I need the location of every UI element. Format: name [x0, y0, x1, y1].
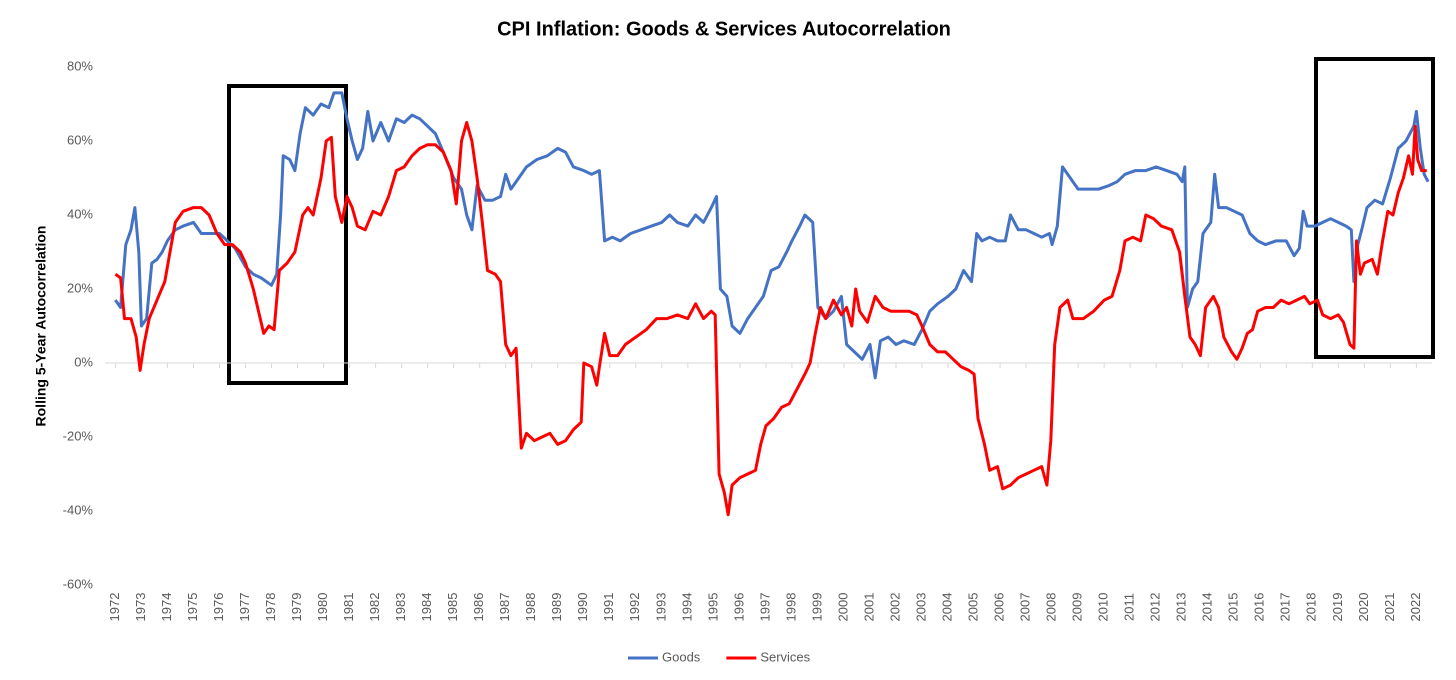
- x-tick-label: 1993: [653, 593, 668, 622]
- x-tick-label: 2007: [1018, 593, 1033, 622]
- x-tick-label: 2009: [1070, 593, 1085, 622]
- x-tick-label: 1998: [783, 593, 798, 622]
- x-tick-label: 1986: [471, 593, 486, 622]
- chart-title: CPI Inflation: Goods & Services Autocorr…: [497, 18, 951, 40]
- x-tick-label: 2001: [861, 593, 876, 622]
- legend-label: Services: [760, 649, 810, 664]
- x-tick-label: 2021: [1382, 593, 1397, 622]
- highlight-box: [227, 84, 348, 385]
- x-tick-label: 2016: [1252, 593, 1267, 622]
- legend-label: Goods: [662, 649, 701, 664]
- series-line: [114, 121, 1427, 517]
- x-tick-label: 2008: [1044, 593, 1059, 622]
- legend-item: Services: [726, 649, 811, 664]
- x-tick-label: 1973: [133, 593, 148, 622]
- x-tick-label: 2003: [913, 593, 928, 622]
- x-tick-label: 1974: [159, 593, 174, 622]
- x-tick-label: 1978: [263, 593, 278, 622]
- x-tick-label: 1979: [289, 593, 304, 622]
- x-tick-label: 1980: [315, 593, 330, 622]
- x-tick-label: 2018: [1304, 593, 1319, 622]
- highlight-box: [1314, 57, 1435, 359]
- x-tick-label: 1975: [185, 593, 200, 622]
- y-tick-label: 60%: [67, 132, 93, 147]
- x-tick-label: 1977: [237, 593, 252, 622]
- y-tick-label: 40%: [67, 206, 93, 221]
- y-tick-label: -40%: [63, 502, 94, 517]
- x-tick-label: 1997: [757, 593, 772, 622]
- x-tick-label: 2013: [1174, 593, 1189, 622]
- y-tick-label: -20%: [63, 428, 94, 443]
- x-tick-label: 1995: [705, 593, 720, 622]
- y-tick-label: 80%: [67, 58, 93, 73]
- x-tick-label: 1984: [419, 593, 434, 622]
- x-tick-label: 2019: [1330, 593, 1345, 622]
- x-tick-label: 1983: [393, 593, 408, 622]
- x-tick-label: 1972: [107, 593, 122, 622]
- x-tick-label: 2002: [887, 593, 902, 622]
- x-tick-label: 2012: [1148, 593, 1163, 622]
- series-line: [114, 91, 1430, 380]
- y-tick-label: 0%: [74, 354, 93, 369]
- x-tick-label: 1988: [523, 593, 538, 622]
- x-tick-label: 2014: [1200, 593, 1215, 622]
- x-tick-label: 2006: [992, 593, 1007, 622]
- x-tick-label: 1981: [341, 593, 356, 622]
- x-tick-label: 1996: [731, 593, 746, 622]
- x-tick-label: 1994: [679, 593, 694, 622]
- x-tick-label: 1985: [445, 593, 460, 622]
- x-tick-label: 1987: [497, 593, 512, 622]
- x-tick-label: 1982: [367, 593, 382, 622]
- x-tick-label: 2005: [965, 593, 980, 622]
- x-tick-label: 2004: [939, 593, 954, 622]
- x-tick-label: 2020: [1356, 593, 1371, 622]
- y-axis-label: Rolling 5-Year Autocorrelation: [33, 226, 49, 427]
- x-tick-label: 2022: [1408, 593, 1423, 622]
- x-tick-label: 2015: [1226, 593, 1241, 622]
- x-tick-label: 2000: [835, 593, 850, 622]
- y-tick-label: -60%: [63, 576, 94, 591]
- x-tick-label: 1991: [601, 593, 616, 622]
- y-tick-label: 20%: [67, 280, 93, 295]
- x-tick-label: 1999: [809, 593, 824, 622]
- x-tick-label: 1976: [211, 593, 226, 622]
- x-tick-label: 2011: [1122, 593, 1137, 621]
- x-tick-label: 2010: [1096, 593, 1111, 622]
- x-tick-label: 2017: [1278, 593, 1293, 622]
- x-tick-label: 1990: [575, 593, 590, 622]
- x-tick-label: 1989: [549, 593, 564, 622]
- legend-item: Goods: [628, 649, 701, 664]
- x-tick-label: 1992: [627, 593, 642, 622]
